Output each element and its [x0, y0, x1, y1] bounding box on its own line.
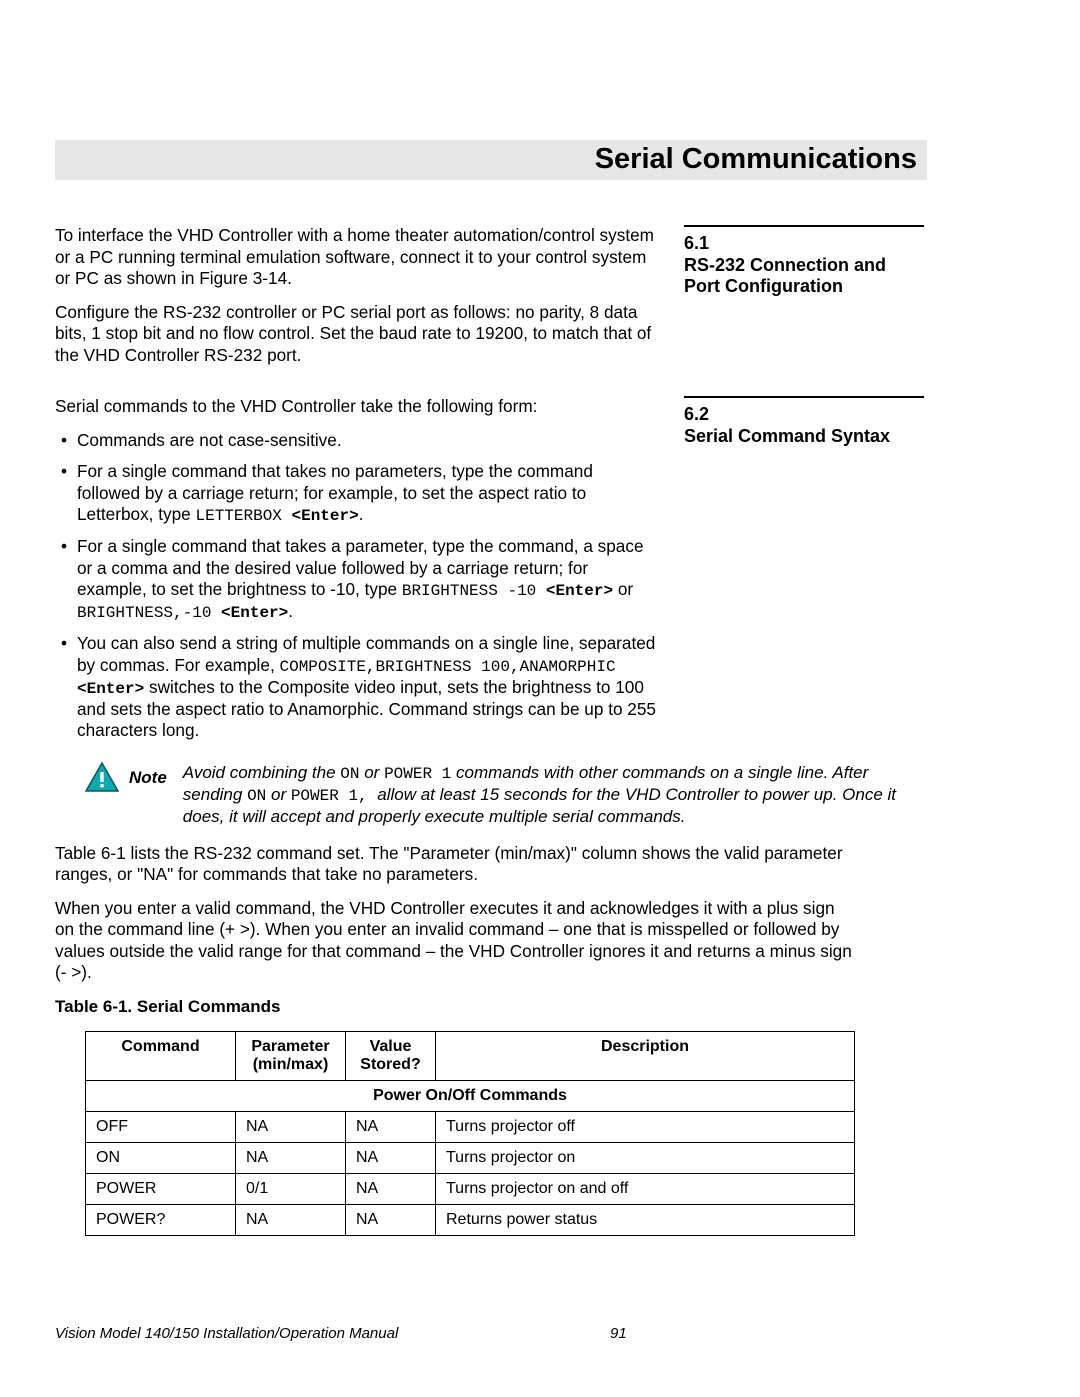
table-intro-2: When you enter a valid command, the VHD …: [55, 898, 855, 984]
note-label: Note: [129, 768, 167, 788]
serial-commands-table: Command Parameter (min/max) Value Stored…: [85, 1031, 855, 1236]
table-row: POWER 0/1 NA Turns projector on and off: [86, 1174, 855, 1205]
cell-stored: NA: [346, 1174, 436, 1205]
section-rule-1: [684, 225, 924, 227]
footer-doc-title: Vision Model 140/150 Installation/Operat…: [55, 1325, 398, 1342]
th-value-stored: Value Stored?: [346, 1032, 436, 1081]
syntax-intro: Serial commands to the VHD Controller ta…: [55, 396, 660, 418]
cell-command: POWER?: [86, 1205, 236, 1236]
table-row: POWER? NA NA Returns power status: [86, 1205, 855, 1236]
cell-desc: Returns power status: [436, 1205, 855, 1236]
th-description: Description: [436, 1032, 855, 1081]
note-block: Note Avoid combining the ON or POWER 1 c…: [85, 762, 927, 827]
list-item: For a single command that takes no param…: [77, 461, 660, 526]
th-parameter: Parameter (min/max): [236, 1032, 346, 1081]
cell-param: 0/1: [236, 1174, 346, 1205]
chapter-header-bar: Serial Communications: [55, 140, 927, 180]
intro-para-1: To interface the VHD Controller with a h…: [55, 225, 660, 290]
section-rule-2: [684, 396, 924, 398]
section-number-2: 6.2: [684, 404, 927, 426]
cell-param: NA: [236, 1112, 346, 1143]
cell-stored: NA: [346, 1143, 436, 1174]
cell-desc: Turns projector on and off: [436, 1174, 855, 1205]
cell-stored: NA: [346, 1205, 436, 1236]
table-intro-1: Table 6-1 lists the RS-232 command set. …: [55, 843, 855, 886]
content-area: To interface the VHD Controller with a h…: [55, 225, 927, 1236]
warning-triangle-icon: [85, 762, 119, 792]
list-item: For a single command that takes a parame…: [77, 536, 660, 623]
cell-desc: Turns projector on: [436, 1143, 855, 1174]
section-title-1: RS-232 Connection and Port Configuration: [684, 255, 927, 298]
table-section-title: Power On/Off Commands: [86, 1081, 855, 1112]
intro-para-2: Configure the RS-232 controller or PC se…: [55, 302, 660, 367]
list-item: Commands are not case-sensitive.: [77, 430, 660, 452]
table-row: OFF NA NA Turns projector off: [86, 1112, 855, 1143]
cell-command: OFF: [86, 1112, 236, 1143]
section-title-2: Serial Command Syntax: [684, 426, 927, 448]
table-section-row: Power On/Off Commands: [86, 1081, 855, 1112]
page-footer: Vision Model 140/150 Installation/Operat…: [55, 1325, 927, 1342]
list-item: You can also send a string of multiple c…: [77, 633, 660, 742]
cell-command: ON: [86, 1143, 236, 1174]
table-row: ON NA NA Turns projector on: [86, 1143, 855, 1174]
cell-stored: NA: [346, 1112, 436, 1143]
table-caption: Table 6-1. Serial Commands: [55, 996, 927, 1017]
footer-page-number: 91: [610, 1325, 627, 1342]
note-text: Avoid combining the ON or POWER 1 comman…: [183, 762, 927, 827]
chapter-title: Serial Communications: [595, 143, 917, 176]
cell-command: POWER: [86, 1174, 236, 1205]
table-header-row: Command Parameter (min/max) Value Stored…: [86, 1032, 855, 1081]
th-command: Command: [86, 1032, 236, 1081]
cell-param: NA: [236, 1205, 346, 1236]
section-number-1: 6.1: [684, 233, 927, 255]
cell-desc: Turns projector off: [436, 1112, 855, 1143]
cell-param: NA: [236, 1143, 346, 1174]
syntax-list: Commands are not case-sensitive. For a s…: [55, 430, 660, 742]
